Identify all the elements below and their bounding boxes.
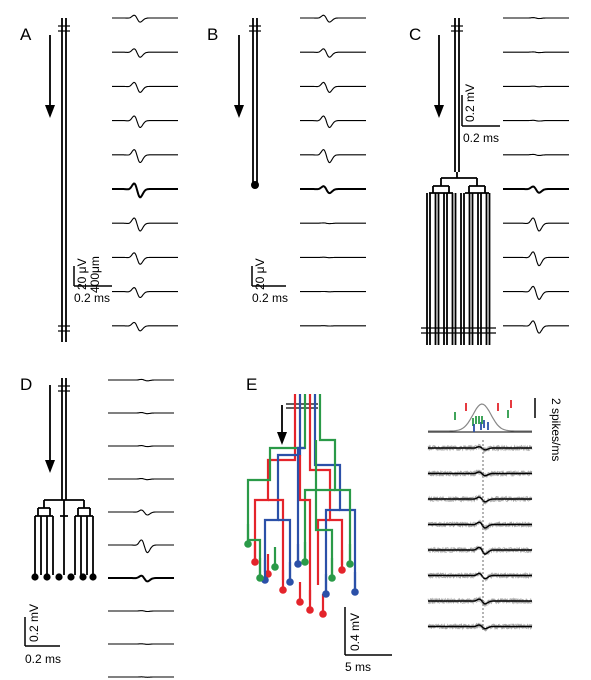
trace-b-1 [300,49,366,57]
trace-e-4 [428,546,532,555]
arrow-head-b [234,105,244,118]
trace-d-8 [108,644,174,645]
axon-straight-a [58,18,70,342]
panel-label-d: D [20,375,32,394]
scale-bar-d: 0.2 mV 0.2 ms [25,604,61,666]
trace-d-7 [108,611,174,612]
trace-stack-a [112,15,178,331]
trace-d-0 [108,379,174,380]
scale-x-e: 5 ms [345,660,371,674]
arrow-head-a [45,105,55,118]
arrow-head-c [434,105,444,118]
trace-e-0 [428,444,532,452]
panel-label-c: C [409,25,421,44]
trace-d-9 [108,677,174,678]
arrow-head-e [277,432,287,445]
trace-a-4 [112,150,178,163]
trace-a-7 [112,253,178,264]
axon-truncated-b [249,18,261,189]
scale-x-b: 0.2 ms [252,291,288,305]
panel-c: C 0.2 mV 0.2 ms [409,18,569,345]
trace-d-3 [108,479,174,480]
spike-rate-histogram [428,400,532,432]
scale-len-a: 400μm [88,256,102,293]
trace-a-5 [112,184,178,198]
trace-b-6 [300,223,366,224]
scale-x-d: 0.2 ms [25,652,61,666]
trace-d-4 [108,510,174,515]
scale-bar-e: 0.4 mV 5 ms [345,607,392,674]
trace-e-5 [428,572,532,581]
trace-c-5 [503,187,569,193]
trace-e-7 [428,623,532,631]
scale-x-c: 0.2 ms [463,131,499,145]
scale-bar-a: 20 μV 400μm 0.2 ms [74,256,112,305]
trace-b-3 [300,116,366,128]
scale-y-e: 0.4 mV [348,613,362,651]
trace-a-3 [112,116,178,127]
trace-c-9 [503,321,569,333]
axon-tree-c [421,18,496,345]
trace-stack-d [108,379,174,677]
trace-d-2 [108,446,174,447]
trace-c-3 [503,120,569,121]
panel-label-a: A [20,25,32,44]
arrow-head-d [45,460,55,473]
panel-d: D 0.2 mV 0.2 ms [20,375,174,677]
trace-stack-e [428,440,532,632]
scale-bar-c: 0.2 mV 0.2 ms [462,84,500,145]
panel-label-b: B [207,25,218,44]
axon-tree-d [31,378,96,581]
trace-d-5 [108,540,174,553]
trace-a-8 [112,288,178,298]
trace-a-2 [112,82,178,92]
panel-label-e: E [246,375,257,394]
trace-d-6 [108,576,174,582]
panel-b: B 20 μV 0.2 ms [207,15,366,326]
trace-d-1 [108,413,174,414]
trace-stack-b [300,15,366,326]
scale-bar-b: 20 μV 0.2 ms [252,258,288,305]
trace-b-7 [300,257,366,258]
panel-e: E 0.4 mV 5 ms 2 spikes/ms [244,375,563,674]
trace-e-6 [428,597,532,606]
trace-e-1 [428,470,532,477]
trace-a-6 [112,218,178,231]
trace-b-2 [300,82,366,92]
scale-x-a: 0.2 ms [74,291,110,305]
trace-e-3 [428,520,532,530]
trace-c-8 [503,286,569,299]
trace-c-4 [503,154,569,155]
scale-y-d: 0.2 mV [27,604,41,642]
panel-a: A 20 μV 400μm 0.2 ms [20,15,178,342]
trace-c-1 [503,52,569,53]
trace-a-9 [112,322,178,330]
trace-a-0 [112,15,178,22]
trace-b-5 [300,186,366,193]
trace-a-1 [112,49,178,57]
rate-scale-label: 2 spikes/ms [549,398,563,461]
trace-c-7 [503,252,569,266]
trace-c-0 [503,18,569,19]
trace-b-4 [300,150,366,163]
trace-c-2 [503,86,569,87]
scale-y-b: 20 μV [253,258,267,290]
axon-tree-colored-e [244,394,359,618]
scale-y-c: 0.2 mV [463,84,477,122]
rate-scale-bar: 2 spikes/ms [535,398,563,461]
trace-stack-c [503,18,569,334]
trace-c-6 [503,218,569,231]
trace-b-0 [300,15,366,22]
scale-y-a: 20 μV [75,258,89,290]
trace-e-2 [428,495,532,504]
